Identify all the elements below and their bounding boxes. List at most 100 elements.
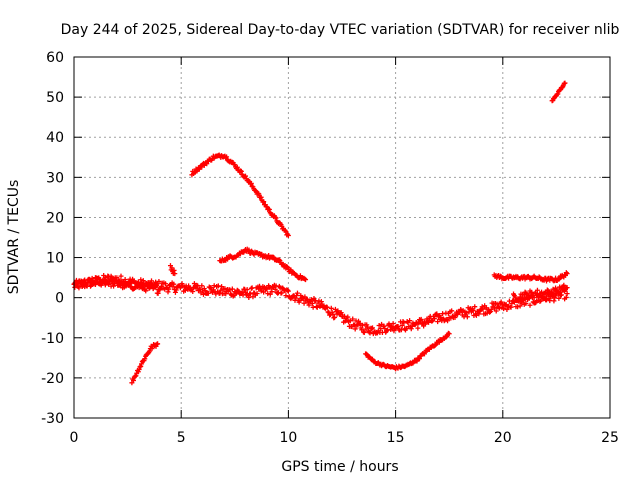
data-point xyxy=(470,307,476,313)
data-point xyxy=(190,288,196,294)
data-point xyxy=(504,306,510,312)
data-point xyxy=(303,277,309,283)
x-tick-label: 5 xyxy=(177,430,186,446)
data-point xyxy=(219,284,225,290)
data-point xyxy=(418,316,424,322)
data-point xyxy=(564,271,570,277)
data-point xyxy=(136,366,142,372)
series-track-8 xyxy=(491,270,570,284)
data-point xyxy=(390,321,396,327)
data-point xyxy=(345,314,351,320)
data-point xyxy=(492,305,498,311)
data-point xyxy=(352,326,358,332)
data-point xyxy=(205,290,211,296)
data-point xyxy=(361,329,367,335)
data-point xyxy=(142,356,148,362)
data-point xyxy=(172,271,178,277)
data-point xyxy=(114,278,120,284)
data-point xyxy=(520,297,526,303)
data-point xyxy=(501,306,507,312)
data-point xyxy=(555,91,561,97)
x-tick-label: 0 xyxy=(70,430,79,446)
data-point xyxy=(252,188,258,194)
data-point xyxy=(248,180,254,186)
data-point xyxy=(138,363,144,369)
y-tick-label: -30 xyxy=(41,411,64,427)
data-point xyxy=(302,276,308,282)
data-point xyxy=(224,154,230,160)
data-point xyxy=(384,327,390,333)
data-point xyxy=(533,290,539,296)
y-tick-label: 20 xyxy=(46,210,64,226)
data-point xyxy=(229,286,235,292)
data-point xyxy=(515,304,521,310)
data-point xyxy=(487,309,493,315)
data-point xyxy=(488,307,494,313)
data-point xyxy=(272,214,278,220)
data-point xyxy=(133,373,139,379)
data-point xyxy=(512,294,518,300)
data-point xyxy=(256,191,262,197)
y-axis-label: SDTVAR / TECUs xyxy=(6,180,22,295)
data-point xyxy=(324,304,330,310)
data-point xyxy=(218,287,224,293)
series-track-3 xyxy=(167,263,178,277)
data-point xyxy=(199,283,205,289)
data-point xyxy=(294,290,300,296)
data-point xyxy=(155,290,161,296)
data-point xyxy=(147,348,153,354)
data-point xyxy=(367,330,373,336)
data-point xyxy=(92,282,98,288)
data-point xyxy=(309,300,315,306)
data-point xyxy=(285,232,291,238)
data-point xyxy=(391,328,397,334)
data-point xyxy=(449,308,455,314)
data-point xyxy=(272,286,278,292)
data-point xyxy=(267,291,273,297)
data-point xyxy=(155,341,161,347)
data-point xyxy=(258,194,264,200)
data-point xyxy=(246,247,252,253)
data-point xyxy=(551,293,557,299)
data-points xyxy=(71,80,570,386)
data-point xyxy=(243,173,249,179)
y-tick-label: 50 xyxy=(46,90,64,106)
data-point xyxy=(261,289,267,295)
y-tick-label: 30 xyxy=(46,170,64,186)
data-point xyxy=(429,318,435,324)
data-point xyxy=(561,282,567,288)
tick-labels: 0 5 10 15 20 25 -30 -20 -10 0 10 20 30 40 50 60 xyxy=(41,50,619,446)
data-point xyxy=(431,316,437,322)
data-point xyxy=(494,301,500,307)
data-point xyxy=(126,279,132,285)
data-point xyxy=(476,311,482,317)
y-tick-label: -10 xyxy=(41,331,64,347)
data-point xyxy=(283,293,289,299)
data-point xyxy=(246,294,252,300)
data-point xyxy=(552,288,558,294)
data-point xyxy=(84,281,90,287)
data-point xyxy=(118,282,124,288)
data-point xyxy=(200,291,206,297)
data-point xyxy=(215,283,221,289)
data-point xyxy=(171,267,177,273)
data-point xyxy=(384,328,390,334)
data-point xyxy=(551,298,557,304)
series-track-6 xyxy=(217,246,309,283)
data-point xyxy=(562,80,568,86)
data-point xyxy=(316,298,322,304)
series-track-7 xyxy=(363,330,452,372)
data-point xyxy=(127,280,133,286)
data-point xyxy=(332,314,338,320)
data-point xyxy=(432,342,438,348)
data-point xyxy=(542,290,548,296)
data-point xyxy=(464,314,470,320)
data-point xyxy=(299,295,305,301)
data-point xyxy=(285,287,291,293)
data-point xyxy=(279,290,285,296)
data-point xyxy=(149,278,155,284)
data-point xyxy=(166,286,172,292)
data-point xyxy=(381,323,387,329)
data-point xyxy=(350,316,356,322)
x-axis-label: GPS time / hours xyxy=(281,459,398,475)
